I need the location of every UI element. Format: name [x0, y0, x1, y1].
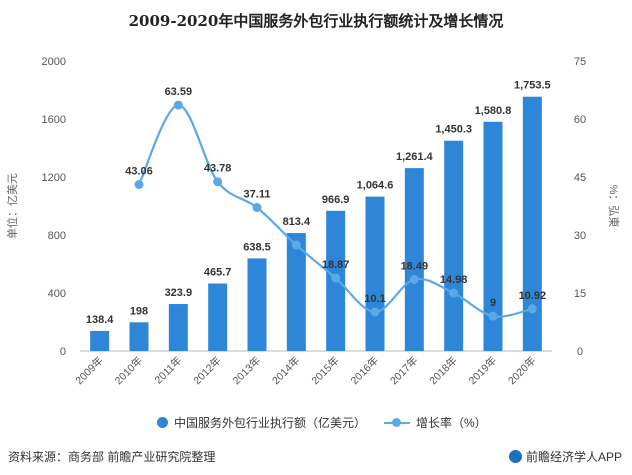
x-tick-label: 2012年 [191, 354, 224, 387]
bar-value-label: 1,580.8 [475, 105, 512, 117]
bar-value-label: 1,261.4 [396, 151, 434, 163]
growth-rate-point [134, 180, 144, 190]
y-right-tick-label: 75 [574, 56, 586, 68]
legend-line-label: 增长率（%） [416, 415, 487, 430]
x-tick-label: 2013年 [230, 354, 263, 387]
bar [365, 196, 385, 351]
growth-rate-point [527, 304, 537, 314]
x-tick-label: 2020年 [505, 354, 538, 387]
bar [90, 330, 110, 351]
x-tick-label: 2009年 [73, 354, 106, 387]
y-left-tick-label: 1600 [42, 114, 66, 126]
source-note: 资料来源：商务部 前瞻产业研究院整理 [8, 450, 216, 464]
x-tick-label: 2019年 [466, 354, 499, 387]
growth-rate-line [138, 104, 533, 318]
y-right-axis-title: %：弘東 [607, 185, 620, 228]
y-left-axis-title: 单位：亿美元 [5, 173, 19, 239]
growth-rate-point [370, 307, 380, 317]
growth-rate-label: 37.11 [244, 189, 271, 201]
bar-value-label: 323.9 [165, 287, 193, 299]
growth-rate-label: 18.49 [401, 261, 429, 273]
bar [129, 322, 149, 351]
growth-rate-label: 18.87 [322, 259, 350, 271]
x-tick-label: 2015年 [309, 354, 342, 387]
growth-rate-point [331, 273, 341, 283]
x-tick-label: 2011年 [152, 354, 185, 387]
growth-rate-point [449, 288, 459, 298]
y-left-tick-label: 2000 [42, 56, 66, 68]
legend-item-bar[interactable]: 中国服务外包行业执行额（亿美元） [157, 413, 366, 431]
bar-value-label: 465.7 [204, 266, 232, 278]
growth-rate-point [213, 177, 223, 187]
y-right-tick-label: 60 [574, 114, 586, 126]
legend: 中国服务外包行业执行额（亿美元） 增长率（%） [0, 413, 632, 431]
growth-rate-label: 14.98 [440, 274, 468, 286]
x-tick-label: 2017年 [387, 354, 420, 387]
y-right-tick-label: 30 [574, 230, 586, 242]
brand-logo-icon [508, 450, 522, 463]
y-right-tick-label: 45 [574, 172, 586, 184]
bar-value-label: 966.9 [322, 194, 350, 206]
growth-rate-point [291, 240, 301, 250]
footer: 资料来源：商务部 前瞻产业研究院整理 前瞻经济学人APP [0, 446, 632, 468]
legend-bar-swatch [157, 416, 168, 428]
growth-rate-label: 10.92 [519, 290, 547, 302]
chart-title: 2009-2020年中国服务外包行业执行额统计及增长情况 [128, 12, 504, 30]
bar [483, 121, 503, 351]
brand-name: 前瞻经济学人APP [525, 450, 622, 464]
growth-rate-label: 43.78 [204, 163, 232, 175]
bar [286, 233, 306, 351]
legend-item-line[interactable]: 增长率（%） [384, 413, 487, 431]
legend-bar-label: 中国服务外包行业执行额（亿美元） [174, 415, 367, 430]
growth-rate-label: 10.1 [364, 293, 385, 305]
y-left-tick-label: 0 [60, 346, 66, 358]
bar-value-label: 1,064.6 [357, 180, 394, 192]
bar-value-label: 1,450.3 [435, 124, 472, 136]
y-left-tick-label: 800 [48, 230, 66, 242]
legend-line-swatch [384, 417, 410, 428]
growth-rate-label: 9 [490, 297, 496, 309]
bar [444, 140, 464, 351]
y-right-tick-label: 0 [577, 346, 583, 358]
bar-value-label: 198 [130, 305, 148, 317]
bar [404, 168, 424, 351]
x-tick-label: 2014年 [269, 354, 302, 387]
x-tick-label: 2018年 [427, 354, 460, 387]
x-tick-label: 2010年 [112, 354, 145, 387]
growth-rate-point [409, 275, 419, 285]
growth-rate-point [488, 311, 498, 321]
x-tick-label: 2016年 [348, 354, 381, 387]
bar-value-label: 813.4 [283, 216, 311, 228]
growth-rate-label: 43.06 [125, 166, 153, 178]
growth-rate-point [173, 100, 183, 110]
growth-rate-point [252, 203, 262, 213]
y-right-tick-label: 15 [574, 288, 586, 300]
y-left-tick-label: 1200 [42, 172, 66, 184]
bar [522, 96, 542, 352]
brand: 前瞻经济学人APP [508, 448, 622, 465]
bar [247, 258, 267, 351]
growth-rate-label: 63.59 [165, 86, 193, 98]
y-left-tick-label: 400 [48, 288, 66, 300]
bar-value-label: 638.5 [243, 241, 271, 253]
bar [168, 304, 188, 351]
chart: 0 400 800 1200 1600 2000 0 15 30 45 60 75 单位：亿美元 %：弘東… [5, 56, 620, 387]
bar [208, 283, 228, 351]
bar-value-label: 1,753.5 [514, 80, 551, 92]
bar-value-label: 138.4 [86, 314, 114, 326]
